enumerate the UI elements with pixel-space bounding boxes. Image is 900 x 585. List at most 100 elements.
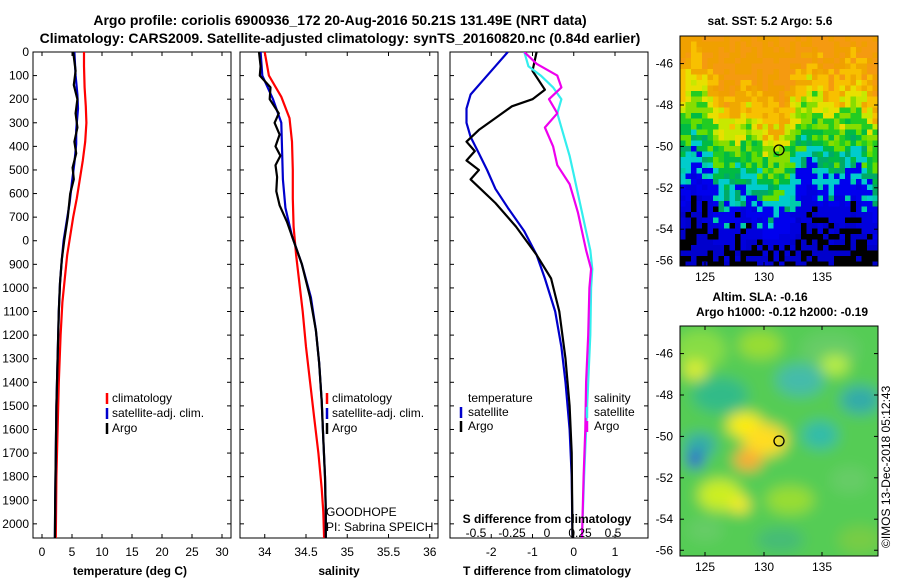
sst-cell	[801, 261, 808, 266]
sst-cell	[795, 107, 802, 114]
sst-cell	[801, 140, 808, 147]
sst-cell	[861, 184, 868, 191]
sst-cell	[724, 129, 731, 136]
sst-cell	[817, 168, 824, 175]
sst-cell	[872, 118, 878, 125]
sst-cell	[839, 118, 846, 125]
sst-cell	[768, 173, 775, 180]
sst-cell	[850, 58, 857, 65]
sst-cell	[740, 195, 747, 202]
sst-cell	[768, 217, 775, 224]
sst-cell	[729, 102, 736, 109]
sst-cell	[724, 184, 731, 191]
sst-cell	[779, 80, 786, 87]
sst-cell	[718, 245, 725, 252]
sst-cell	[740, 47, 747, 54]
sst-cell	[790, 102, 797, 109]
sst-cell	[740, 184, 747, 191]
x-tick-label: -1	[527, 545, 538, 559]
sst-cell	[757, 74, 764, 81]
sst-cell	[757, 228, 764, 235]
sst-cell	[801, 41, 808, 48]
sst-cell	[707, 124, 714, 131]
temperature-profile-lines	[53, 52, 88, 538]
sla-map-frame	[679, 325, 879, 557]
sst-cell	[806, 74, 813, 81]
sst-cell	[845, 256, 852, 263]
sst-cell	[707, 47, 714, 54]
sst-cell	[696, 124, 703, 131]
sst-cell	[696, 151, 703, 158]
sst-cell	[680, 173, 687, 180]
sst-cell	[691, 201, 698, 208]
sst-cell	[762, 206, 769, 213]
sst-cell	[768, 212, 775, 219]
sst-cell	[729, 162, 736, 169]
sst-cell	[856, 118, 863, 125]
sst-cell	[861, 118, 868, 125]
sst-cell	[790, 69, 797, 76]
sst-cell	[872, 58, 878, 65]
sst-cell	[762, 74, 769, 81]
sst-cell	[707, 212, 714, 219]
sst-cell	[762, 85, 769, 92]
sst-cell	[872, 69, 878, 76]
sst-cell	[839, 228, 846, 235]
sst-cell	[718, 168, 725, 175]
sst-cell	[845, 234, 852, 241]
sst-cell	[823, 190, 830, 197]
sst-cell	[828, 179, 835, 186]
sst-cell	[685, 129, 692, 136]
sst-cell	[867, 107, 874, 114]
sst-cell	[680, 168, 687, 175]
sst-cell	[784, 124, 791, 131]
sla-map-panel: Altim. SLA: -0.16 Argo h1000: -0.12 h200…	[656, 290, 879, 574]
sst-cell	[823, 58, 830, 65]
sst-cell	[718, 195, 725, 202]
sst-cell	[795, 69, 802, 76]
sla-blob	[821, 355, 849, 375]
sst-cell	[806, 261, 813, 266]
sst-cell	[740, 217, 747, 224]
x-tick-label: 0	[570, 545, 577, 559]
sst-cell	[806, 63, 813, 70]
sst-cell	[773, 58, 780, 65]
sst-cell	[768, 91, 775, 98]
sst-cell	[801, 151, 808, 158]
sst-cell	[872, 234, 878, 241]
sst-cell	[779, 74, 786, 81]
sst-cell	[696, 217, 703, 224]
sst-cell	[817, 217, 824, 224]
x-tick-label: 34.5	[294, 545, 318, 559]
sst-cell	[757, 41, 764, 48]
argo-location-marker	[773, 435, 785, 447]
sst-cell	[740, 250, 747, 257]
sst-cell	[872, 74, 878, 81]
sst-cell	[768, 261, 775, 266]
sst-cell	[839, 52, 846, 59]
sst-cell	[823, 63, 830, 70]
sst-cell	[795, 184, 802, 191]
sla-blob	[830, 466, 870, 494]
sst-cell	[806, 245, 813, 252]
sst-cell	[746, 217, 753, 224]
sst-cell	[751, 63, 758, 70]
sst-cell	[856, 91, 863, 98]
sst-cell	[795, 52, 802, 59]
sst-cell	[724, 52, 731, 59]
sst-cell	[817, 113, 824, 120]
sst-cell	[828, 91, 835, 98]
sst-cell	[746, 102, 753, 109]
sst-cell	[729, 63, 736, 70]
sst-cell	[696, 58, 703, 65]
x-tick-label: -2	[486, 545, 497, 559]
sst-cell	[861, 190, 868, 197]
sst-cell	[795, 58, 802, 65]
sst-cell	[685, 140, 692, 147]
sst-cell	[812, 96, 819, 103]
sst-cell	[724, 168, 731, 175]
sst-cell	[735, 184, 742, 191]
sst-cell	[773, 52, 780, 59]
sst-cell	[861, 223, 868, 230]
depth-tick-label: 1600	[2, 422, 29, 436]
